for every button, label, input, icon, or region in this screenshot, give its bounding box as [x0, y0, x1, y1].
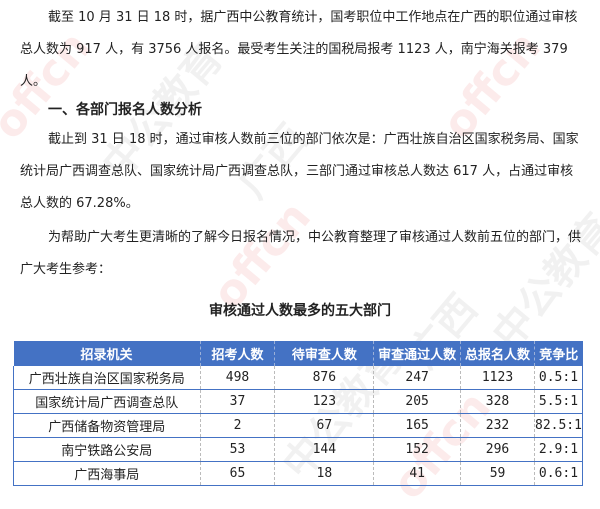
column-header: 招考人数 — [200, 341, 276, 366]
table-cell: 205 — [373, 389, 462, 414]
table-cell: 0.6:1 — [534, 461, 584, 486]
table-cell: 328 — [460, 389, 535, 414]
table-cell: 123 — [274, 389, 375, 414]
table-cell: 南宁铁路公安局 — [13, 437, 201, 462]
table-cell: 53 — [200, 437, 276, 462]
table-cell: 广西海事局 — [13, 461, 201, 486]
table-cell: 37 — [200, 389, 276, 414]
table-cell: 广西壮族自治区国家税务局 — [13, 366, 201, 390]
table-cell: 498 — [200, 366, 276, 390]
paragraph-top-three: 截止到 31 日 18 时，通过审核人数前三位的部门依次是：广西壮族自治区国家税… — [20, 132, 579, 211]
table-title: 审核通过人数最多的五大部门 — [209, 303, 391, 319]
column-header: 竞争比 — [534, 341, 583, 366]
table-cell: 247 — [373, 366, 462, 390]
table-cell: 2 — [200, 413, 276, 438]
table-header-row: 招录机关 招考人数 待审查人数 审查通过人数 总报名人数 竞争比 — [13, 341, 583, 366]
table-cell: 876 — [274, 366, 375, 390]
table-cell: 67 — [274, 413, 375, 438]
table-cell: 144 — [274, 437, 375, 462]
table-cell: 165 — [373, 413, 462, 438]
section-heading: 一、各部门报名人数分析 — [48, 102, 202, 118]
table-cell: 18 — [274, 461, 375, 486]
column-header: 待审查人数 — [274, 341, 375, 366]
table-cell: 59 — [460, 461, 535, 486]
paragraph-intro: 截至 10 月 31 日 18 时，据广西中公教育统计，国考职位中工作地点在广西… — [20, 10, 578, 89]
table-cell: 296 — [460, 437, 535, 462]
table-cell: 广西储备物资管理局 — [13, 413, 201, 438]
table-cell: 5.5:1 — [534, 389, 584, 414]
table-cell: 232 — [460, 413, 535, 438]
column-header: 总报名人数 — [460, 341, 535, 366]
table-cell: 国家统计局广西调查总队 — [13, 389, 201, 414]
table-row: 广西壮族自治区国家税务局 498 876 247 1123 0.5:1 — [13, 366, 584, 390]
table-cell: 0.5:1 — [534, 366, 584, 390]
table-row: 南宁铁路公安局 53 144 152 296 2.9:1 — [13, 437, 584, 462]
table-row: 广西海事局 65 18 41 59 0.6:1 — [13, 461, 584, 486]
table-cell: 82.5:1 — [534, 413, 584, 438]
table-cell: 152 — [373, 437, 462, 462]
departments-table: 招录机关 招考人数 待审查人数 审查通过人数 总报名人数 竞争比 广西壮族自治区… — [13, 341, 584, 486]
table-cell: 65 — [200, 461, 276, 486]
table-row: 国家统计局广西调查总队 37 123 205 328 5.5:1 — [13, 389, 584, 414]
column-header: 审查通过人数 — [373, 341, 462, 366]
paragraph-reference: 为帮助广大考生更清晰的了解今日报名情况，中公教育整理了审核通过人数前五位的部门，… — [20, 230, 582, 277]
table-row: 广西储备物资管理局 2 67 165 232 82.5:1 — [13, 413, 584, 438]
column-header: 招录机关 — [13, 341, 201, 366]
table-cell: 1123 — [460, 366, 535, 390]
table-cell: 41 — [373, 461, 462, 486]
table-cell: 2.9:1 — [534, 437, 584, 462]
